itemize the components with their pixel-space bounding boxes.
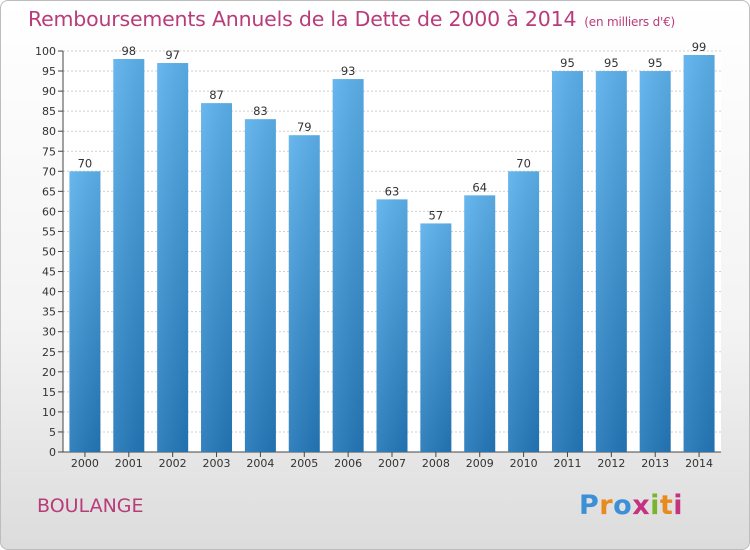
data-label-2004: 83 [253,104,268,118]
data-label-2007: 63 [385,184,400,198]
chart-title: Remboursements Annuels de la Dette de 20… [28,7,675,31]
bar-shade-2002 [157,63,189,452]
x-tick-label: 2005 [290,457,318,470]
x-tick-label: 2006 [334,457,362,470]
y-tick-label: 45 [42,266,56,279]
bar-shade-2005 [288,135,320,452]
y-tick-label: 20 [42,366,56,379]
x-tick-label: 2014 [685,457,713,470]
data-labels: 70 98 97 87 83 79 93 63 57 64 70 95 95 95 99 [78,40,707,222]
y-tick-label: 90 [42,85,56,98]
x-tick-label: 2004 [246,457,274,470]
bars [69,55,715,453]
title-unit: (en milliers d'€) [584,15,676,29]
x-tick-label: 2007 [378,457,406,470]
bar-shade-2010 [508,171,540,453]
data-label-2014: 99 [692,40,707,54]
data-label-2003: 87 [209,88,224,102]
bar-shade-2013 [639,71,671,453]
bar-shade-2008 [420,223,452,452]
y-tick-label: 25 [42,346,56,359]
logo-letter: i [673,490,684,521]
x-tick-label: 2011 [553,457,581,470]
data-label-2002: 97 [165,48,180,62]
data-label-2006: 93 [341,64,356,78]
y-tick-label: 50 [42,246,56,259]
y-tick-label: 15 [42,386,56,399]
logo-letter: x [632,490,651,521]
x-tick-label: 2009 [466,457,494,470]
y-tick-label: 80 [42,125,56,138]
y-tick-label: 85 [42,105,56,118]
x-tick-label: 2008 [422,457,450,470]
x-tick-label: 2012 [597,457,625,470]
bar-shade-2004 [244,119,276,453]
data-label-2011: 95 [560,56,575,70]
bar-shade-2006 [332,79,364,452]
logo-letter: P [579,490,600,521]
y-tick-label: 5 [49,426,56,439]
bar-shade-2000 [69,171,101,453]
x-tick-label: 2013 [641,457,669,470]
y-tick-label: 0 [49,446,56,459]
x-tick-label: 2000 [71,457,99,470]
logo-letter: t [659,490,674,521]
y-tick-label: 75 [42,145,56,158]
logo-letter: i [650,490,660,521]
bar-shade-2003 [201,103,233,452]
data-label-2012: 95 [604,56,619,70]
data-label-2009: 64 [472,180,487,194]
town-name: BOULANGE [37,495,144,517]
y-tick-label: 70 [42,165,56,178]
x-tick-label: 2010 [510,457,538,470]
x-tick-label: 2001 [115,457,143,470]
data-label-2008: 57 [429,208,444,222]
bar-shade-2014 [683,55,715,452]
bar-shade-2009 [464,195,496,453]
data-label-2005: 79 [297,120,312,134]
y-tick-label: 55 [42,225,56,238]
bar-shade-2007 [376,199,408,452]
bar-shade-2012 [595,71,627,453]
logo-letter: r [599,490,614,521]
title-text: Remboursements Annuels de la Dette de 20… [28,7,577,31]
data-label-2001: 98 [121,44,136,58]
y-tick-label: 100 [35,45,56,58]
y-tick-label: 10 [42,406,56,419]
proxiti-logo[interactable]: Proxiti [579,490,683,521]
y-tick-label: 40 [42,286,56,299]
data-label-2010: 70 [516,156,531,170]
x-tick-label: 2003 [203,457,231,470]
logo-letter: o [613,490,633,521]
y-tick-label: 60 [42,205,56,218]
y-tick-label: 35 [42,306,56,319]
data-label-2000: 70 [78,156,93,170]
x-tick-label: 2002 [159,457,187,470]
y-tick-label: 30 [42,326,56,339]
bar-shade-2011 [551,71,583,453]
y-tick-label: 65 [42,185,56,198]
y-tick-label: 95 [42,65,56,78]
bar-shade-2001 [113,59,145,453]
data-label-2013: 95 [648,56,663,70]
